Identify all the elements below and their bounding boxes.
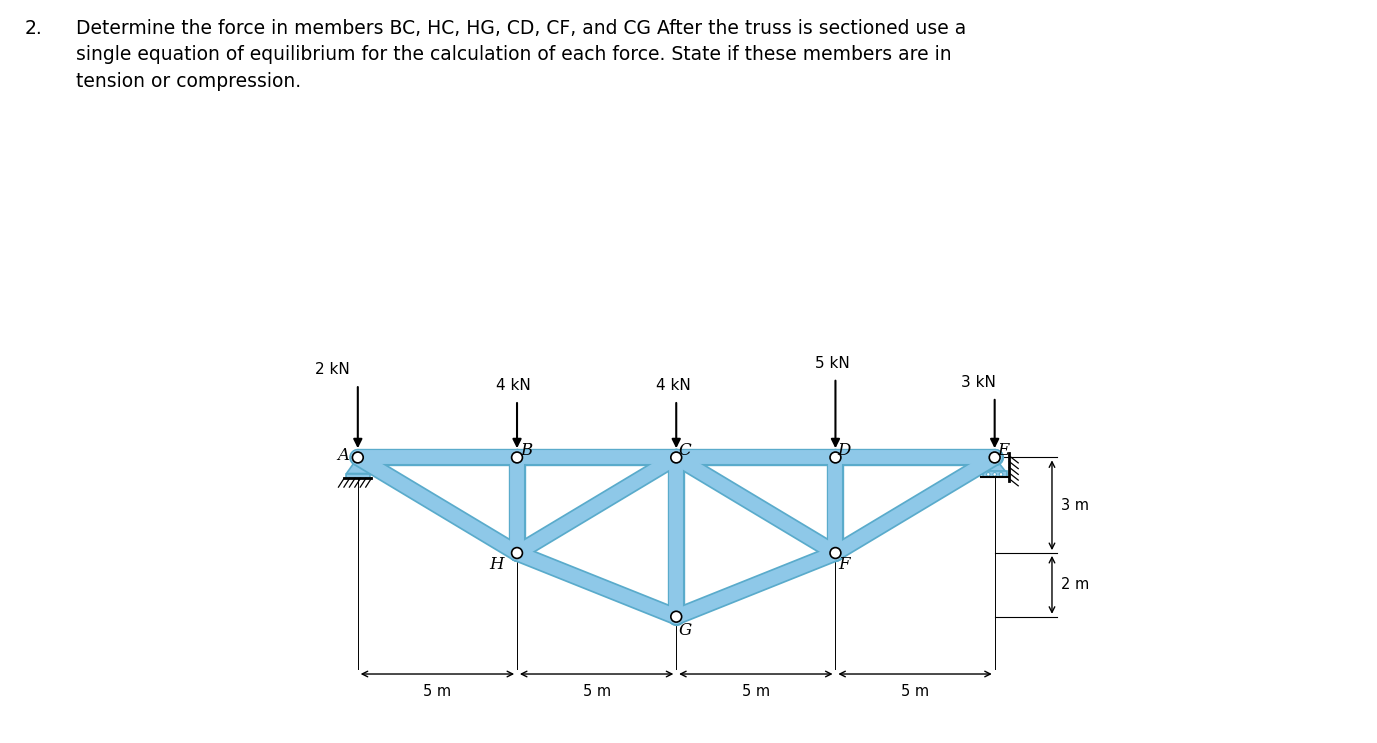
Circle shape (353, 452, 364, 463)
Text: F: F (839, 556, 850, 573)
Text: 2.: 2. (25, 19, 43, 38)
Text: C: C (679, 442, 691, 459)
Text: 4 kN: 4 kN (655, 378, 690, 393)
Text: 5 m: 5 m (582, 684, 610, 699)
Text: E: E (997, 442, 1009, 459)
Text: H: H (489, 556, 504, 573)
Circle shape (1000, 473, 1002, 476)
Polygon shape (983, 458, 1005, 472)
Text: 2 m: 2 m (1060, 577, 1089, 592)
Text: 5 m: 5 m (901, 684, 929, 699)
Text: 5 m: 5 m (423, 684, 452, 699)
Text: A: A (337, 447, 350, 464)
Text: 3 kN: 3 kN (961, 375, 996, 390)
Text: 4 kN: 4 kN (497, 378, 532, 393)
Circle shape (671, 611, 682, 622)
Bar (346, 473, 370, 478)
Text: 2 kN: 2 kN (315, 363, 350, 377)
Bar (983, 472, 1007, 477)
Circle shape (830, 548, 841, 559)
Text: Determine the force in members BC, HC, HG, CD, CF, and CG After the truss is sec: Determine the force in members BC, HC, H… (76, 19, 967, 91)
Text: D: D (837, 442, 851, 459)
Circle shape (830, 452, 841, 463)
Circle shape (671, 452, 682, 463)
Circle shape (986, 473, 990, 476)
Text: 5 m: 5 m (742, 684, 770, 699)
Text: G: G (679, 622, 691, 638)
Circle shape (989, 452, 1000, 463)
Circle shape (512, 452, 522, 463)
Circle shape (993, 473, 997, 476)
Polygon shape (347, 458, 369, 473)
Text: B: B (519, 442, 532, 459)
Text: 3 m: 3 m (1060, 498, 1089, 513)
Text: 5 kN: 5 kN (815, 356, 850, 371)
Circle shape (512, 548, 522, 559)
